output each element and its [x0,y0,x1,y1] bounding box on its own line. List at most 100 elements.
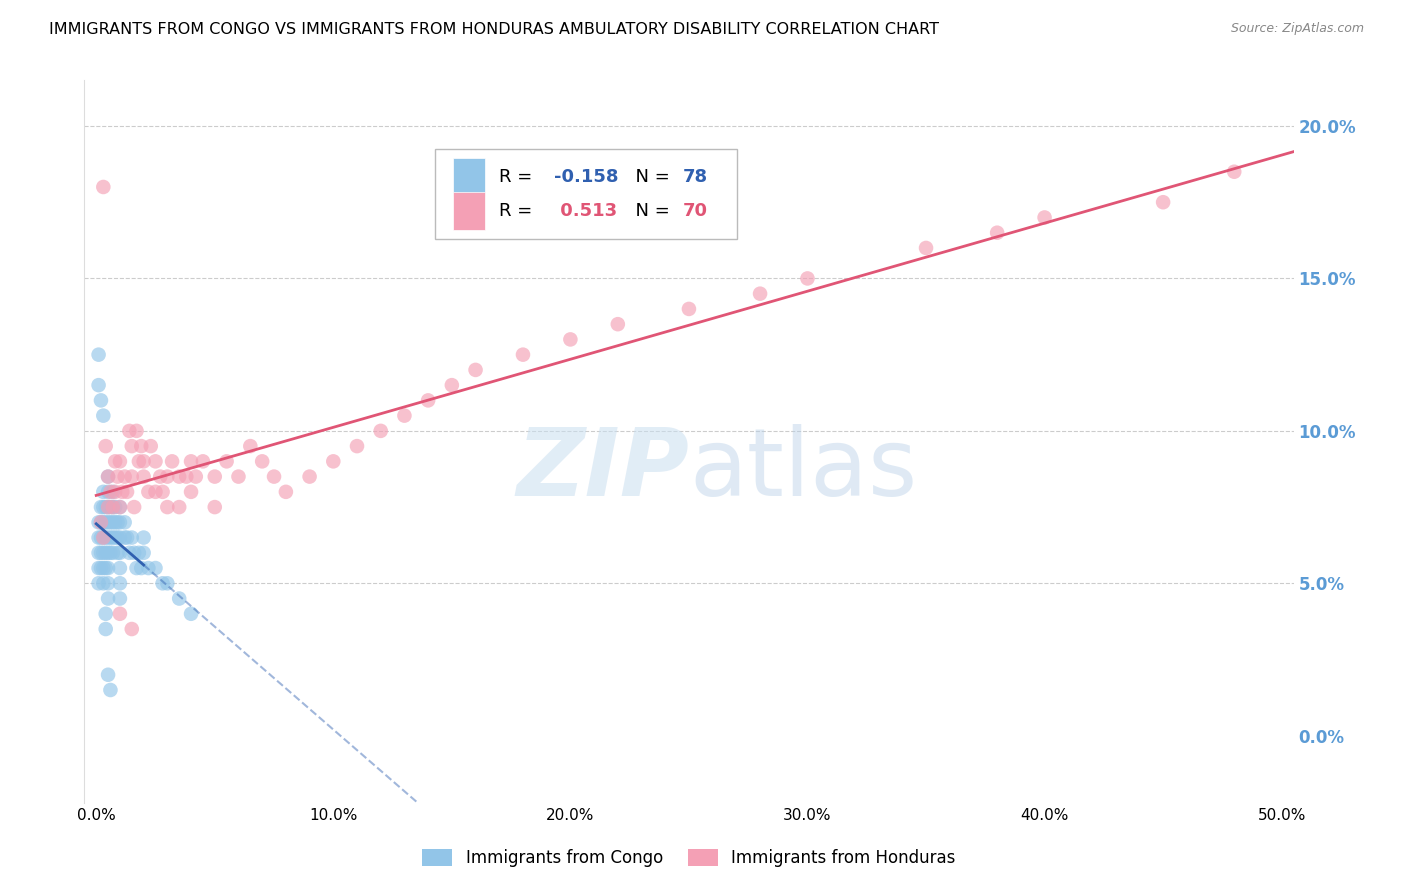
Point [180,454,202,468]
Point [94,516,117,530]
Point [91,409,114,423]
Point [167,469,190,483]
Point [101,516,124,530]
Text: 78: 78 [683,168,709,186]
Point [87,531,110,545]
Point [107,469,129,483]
Text: R =: R = [499,202,538,220]
Point [94,439,117,453]
Point [122,500,145,514]
Point [104,454,127,468]
Point [87,348,110,362]
Point [94,561,117,575]
Point [101,484,124,499]
Point [121,622,143,636]
Point [97,591,120,606]
Point [101,500,124,514]
Legend: Immigrants from Congo, Immigrants from Honduras: Immigrants from Congo, Immigrants from H… [416,842,962,874]
Point [91,561,114,575]
Point [132,546,155,560]
Text: 70: 70 [683,202,707,220]
Point [97,516,120,530]
Point [100,546,122,560]
Point [91,576,114,591]
Point [97,469,120,483]
Point [125,424,148,438]
Point [115,484,138,499]
Point [204,500,226,514]
Point [180,607,202,621]
Point [97,500,120,514]
Point [115,531,138,545]
Point [915,241,938,255]
Point [111,484,134,499]
Point [97,561,120,575]
Point [132,531,155,545]
Point [145,454,167,468]
Point [125,561,148,575]
Point [274,484,297,499]
Point [322,454,344,468]
Point [108,531,131,545]
Point [91,546,114,560]
Point [239,439,262,453]
FancyBboxPatch shape [434,149,737,239]
Point [91,516,114,530]
Point [796,271,818,285]
Point [94,607,117,621]
Point [370,424,392,438]
Point [107,546,129,560]
Point [97,667,120,681]
Point [100,683,122,698]
Point [180,484,202,499]
Point [346,439,368,453]
Point [91,180,114,194]
Point [156,469,179,483]
Point [107,516,129,530]
Point [97,469,120,483]
Point [263,469,285,483]
Point [121,469,143,483]
Point [97,500,120,514]
Point [129,439,152,453]
Point [160,454,183,468]
Point [104,516,127,530]
Point [149,469,172,483]
Point [91,531,114,545]
Point [191,454,214,468]
Text: R =: R = [499,168,538,186]
Point [145,561,167,575]
Point [114,516,136,530]
Point [440,378,463,392]
Point [104,484,127,499]
Point [94,546,117,560]
Point [122,546,145,560]
Point [100,531,122,545]
Point [749,286,772,301]
Point [129,561,152,575]
Point [156,576,179,591]
Point [104,500,127,514]
Point [108,500,131,514]
Point [90,561,112,575]
Point [108,561,131,575]
Point [132,454,155,468]
Point [114,469,136,483]
Point [418,393,440,408]
Point [986,226,1008,240]
Point [167,591,190,606]
Point [87,561,110,575]
Point [97,531,120,545]
Point [100,484,122,499]
Point [176,469,198,483]
Point [87,576,110,591]
Point [167,500,190,514]
Point [87,546,110,560]
Text: Source: ZipAtlas.com: Source: ZipAtlas.com [1230,22,1364,36]
FancyBboxPatch shape [453,158,485,196]
Point [90,546,112,560]
Point [678,301,700,316]
Point [87,378,110,392]
Point [108,576,131,591]
Text: N =: N = [624,202,675,220]
